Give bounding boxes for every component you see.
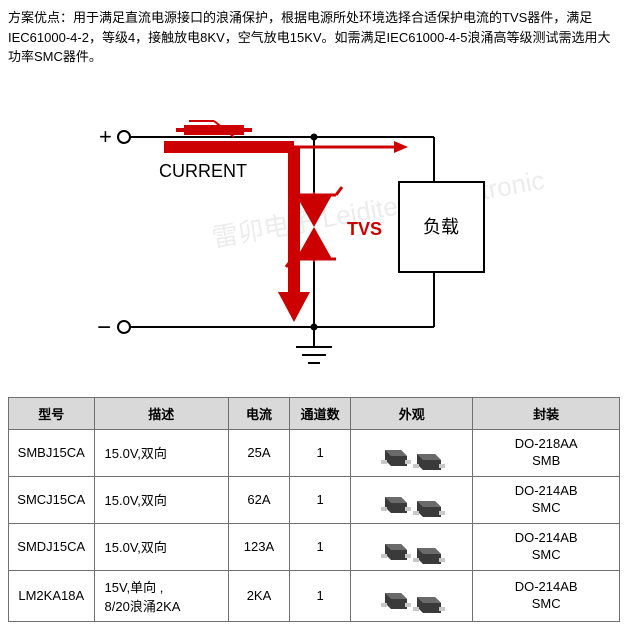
appearance-cell (351, 523, 473, 570)
table-cell: 62A (228, 476, 289, 523)
table-cell: 1 (290, 523, 351, 570)
table-cell: LM2KA18A (9, 570, 95, 621)
table-cell: SMCJ15CA (9, 476, 95, 523)
col-header: 外观 (351, 397, 473, 429)
table-cell: DO-218AASMB (473, 429, 620, 476)
circuit-diagram: 雷卯电子 Leiditech Electronic + − 负载 TVS CURRENT (8, 77, 620, 377)
col-header: 电流 (228, 397, 289, 429)
appearance-cell (351, 570, 473, 621)
table-row: SMBJ15CA15.0V,双向25A1 DO-218AASMB (9, 429, 620, 476)
appearance-cell (351, 476, 473, 523)
terminal-plus (118, 131, 130, 143)
table-cell: DO-214ABSMC (473, 570, 620, 621)
table-cell: DO-214ABSMC (473, 523, 620, 570)
parts-table: 型号描述电流通道数外观封装 SMBJ15CA15.0V,双向25A1 DO-21… (8, 397, 620, 622)
watermark: 雷卯电子 Leiditech Electronic (210, 164, 547, 252)
appearance-cell (351, 429, 473, 476)
table-row: SMCJ15CA15.0V,双向62A1 DO-214ABSMC (9, 476, 620, 523)
current-arrow (164, 141, 294, 153)
table-cell: 15.0V,双向 (94, 476, 228, 523)
table-cell: 1 (290, 570, 351, 621)
table-cell: 1 (290, 429, 351, 476)
col-header: 封装 (473, 397, 620, 429)
terminal-minus (118, 321, 130, 333)
label-current: CURRENT (159, 161, 247, 181)
col-header: 型号 (9, 397, 95, 429)
col-header: 描述 (94, 397, 228, 429)
table-cell: 25A (228, 429, 289, 476)
label-plus: + (99, 124, 112, 149)
label-tvs: TVS (347, 219, 382, 239)
fuse-icon (184, 125, 244, 135)
label-minus: − (97, 314, 111, 341)
table-cell: 15.0V,双向 (94, 523, 228, 570)
table-cell: 15V,单向 ,8/20浪涌2KA (94, 570, 228, 621)
table-row: LM2KA18A15V,单向 ,8/20浪涌2KA2KA1 DO-214ABSM… (9, 570, 620, 621)
table-cell: 123A (228, 523, 289, 570)
table-cell: 15.0V,双向 (94, 429, 228, 476)
col-header: 通道数 (290, 397, 351, 429)
table-cell: SMBJ15CA (9, 429, 95, 476)
table-row: SMDJ15CA15.0V,双向123A1 DO-214ABSMC (9, 523, 620, 570)
description-text: 方案优点：用于满足直流电源接口的浪涌保护，根据电源所处环境选择合适保护电流的TV… (8, 8, 620, 67)
table-cell: 1 (290, 476, 351, 523)
table-cell: SMDJ15CA (9, 523, 95, 570)
label-load: 负载 (423, 217, 459, 237)
table-cell: 2KA (228, 570, 289, 621)
table-cell: DO-214ABSMC (473, 476, 620, 523)
